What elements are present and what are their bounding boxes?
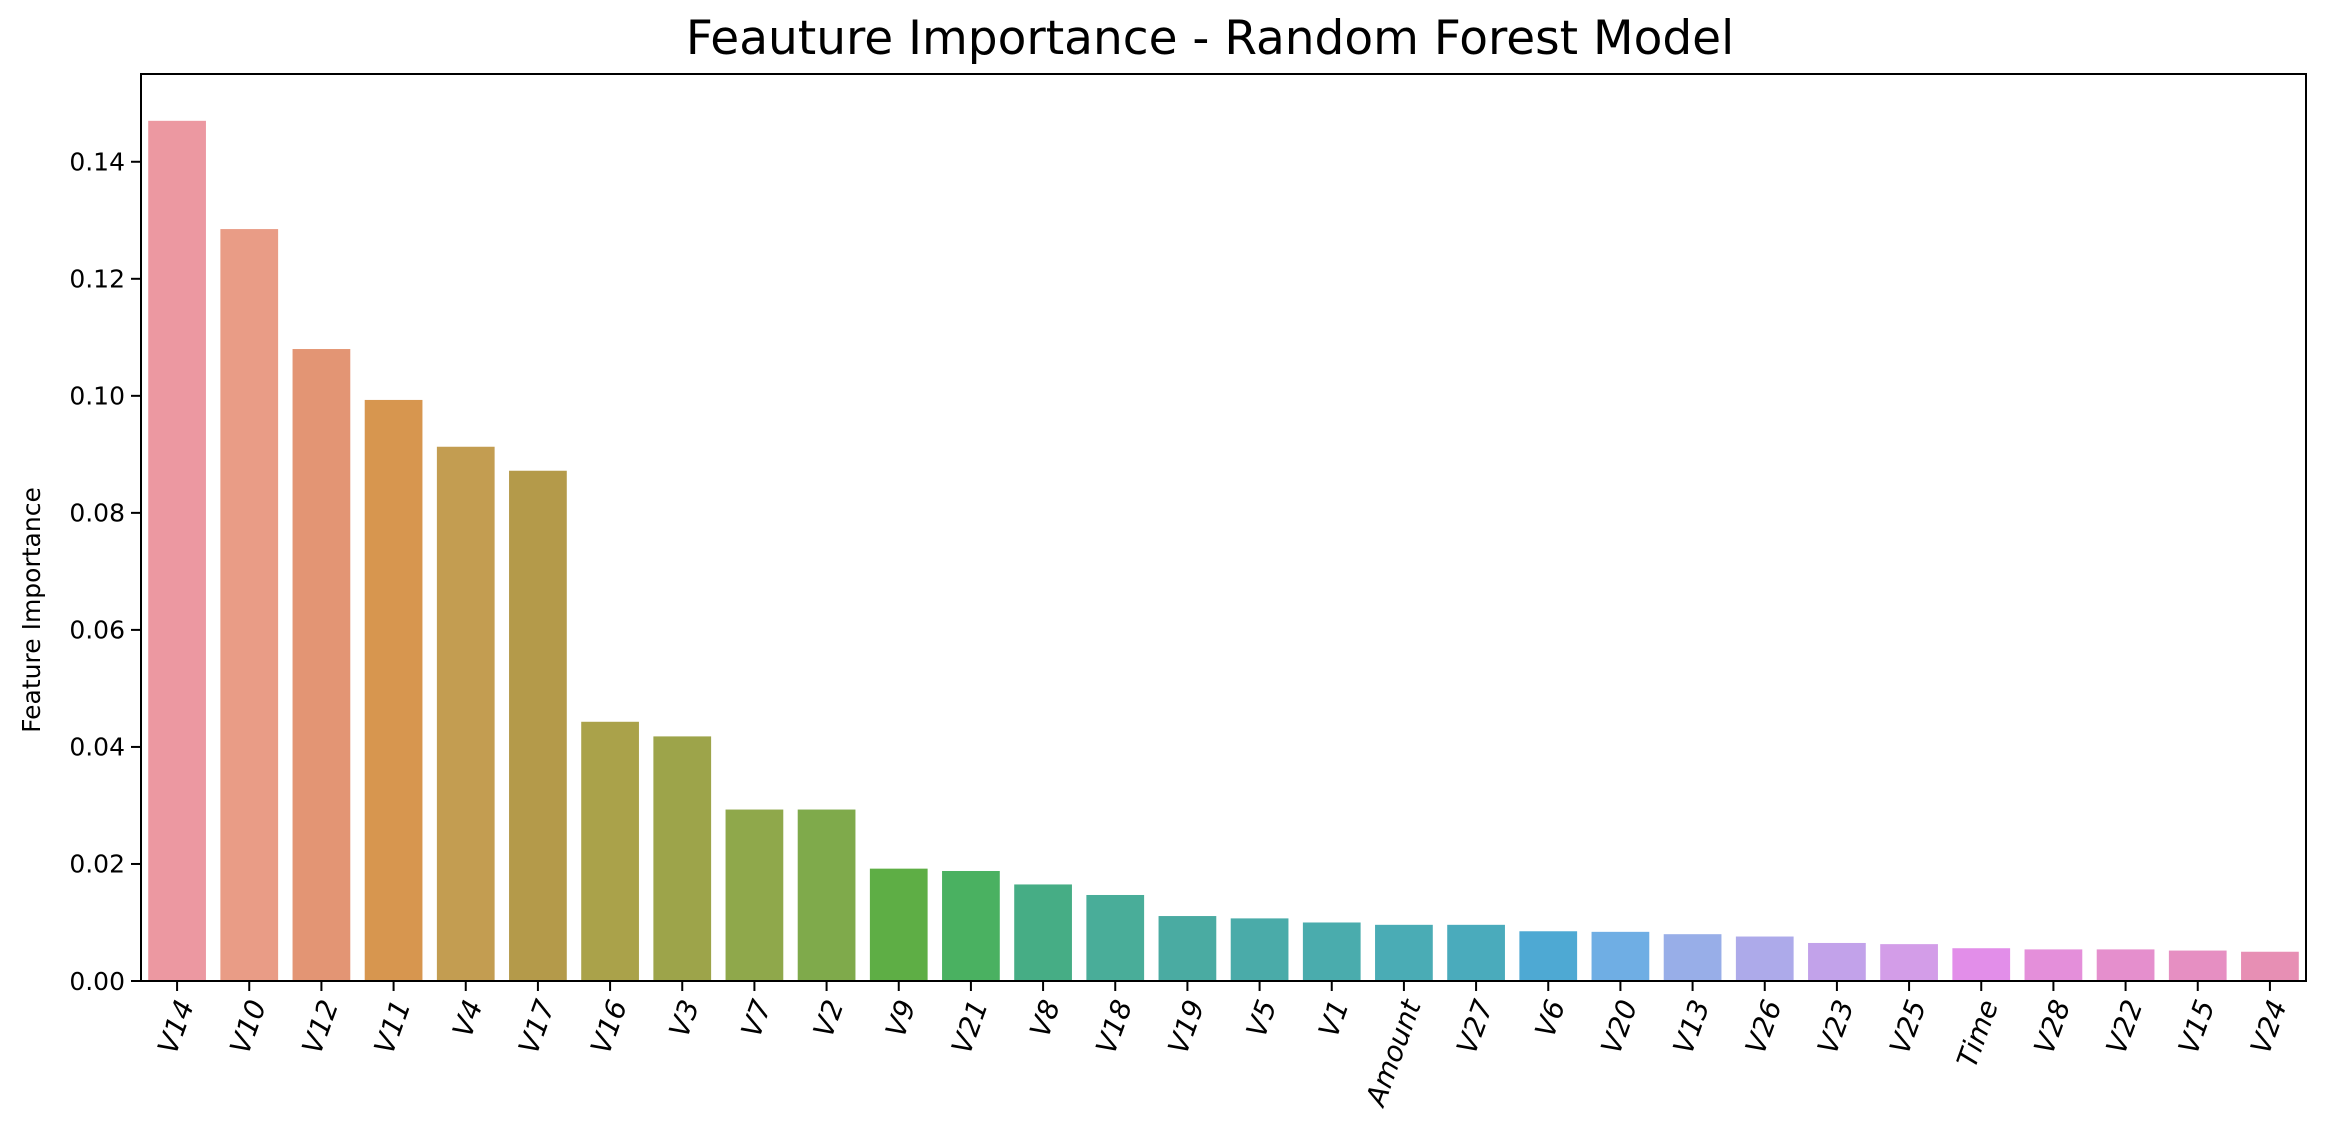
y-tick-label: 0.10 [69, 382, 125, 411]
x-tick-label: V27 [1450, 995, 1500, 1058]
x-tick-label: V4 [446, 995, 490, 1041]
x-tick-label: V9 [879, 995, 923, 1041]
y-axis: 0.00 0.02 0.04 0.06 0.08 0.10 0.12 0.14 [69, 148, 141, 996]
x-tick-label: Amount [1358, 994, 1428, 1112]
x-tick-label: V14 [151, 995, 201, 1058]
x-tick-label: V23 [1811, 995, 1861, 1058]
bar-v13 [1663, 934, 1722, 981]
bar-v23 [1808, 942, 1866, 981]
bar-v27 [1447, 924, 1505, 981]
bar-v15 [2168, 950, 2227, 981]
bar-v14 [148, 120, 206, 981]
bar-v18 [1086, 894, 1145, 981]
x-tick-label: Time [1950, 995, 2005, 1071]
bar-v1 [1302, 922, 1361, 981]
x-tick-label: V17 [512, 995, 562, 1058]
x-tick-label: V20 [1594, 995, 1644, 1058]
bar-v9 [869, 868, 928, 981]
x-tick-label: V1 [1312, 995, 1356, 1041]
y-tick-label: 0.06 [69, 616, 125, 645]
x-tick-label: V11 [368, 995, 418, 1058]
bar-v17 [509, 470, 567, 981]
x-tick-label: V3 [662, 995, 706, 1041]
bar-v8 [1014, 884, 1072, 981]
bar-v25 [1880, 944, 1938, 981]
bar-v4 [436, 446, 495, 981]
bar-v6 [1519, 931, 1578, 981]
x-tick-label: V21 [945, 995, 995, 1058]
bar-v24 [2241, 951, 2299, 981]
plot-frame [140, 73, 2307, 982]
bar-v26 [1735, 936, 1794, 981]
bar-v28 [2024, 949, 2083, 981]
x-tick-label: V15 [2172, 995, 2222, 1058]
chart-title: Feauture Importance - Random Forest Mode… [686, 11, 1734, 66]
y-tick-label: 0.02 [69, 850, 125, 879]
x-tick-label: V10 [223, 995, 273, 1058]
x-tick-label: V7 [735, 995, 779, 1041]
x-tick-label: V26 [1739, 995, 1789, 1058]
x-tick-label: V25 [1883, 995, 1933, 1058]
bar-v21 [942, 870, 1000, 981]
y-tick-label: 0.12 [69, 265, 125, 294]
bar-v16 [581, 721, 639, 981]
bar-time [1952, 948, 2011, 981]
bar-v22 [2096, 949, 2155, 981]
bar-v3 [653, 736, 712, 981]
bar-amount [1375, 924, 1433, 981]
x-tick-label: V24 [2244, 995, 2294, 1058]
x-tick-label: V28 [2027, 995, 2077, 1058]
x-tick-label: V5 [1240, 995, 1284, 1041]
bar-v10 [220, 229, 279, 981]
bar-v19 [1158, 916, 1217, 981]
x-tick-label: V12 [295, 995, 345, 1058]
bar-v5 [1230, 918, 1289, 981]
bar-v12 [292, 349, 351, 981]
x-axis: V14 V10 V12 V11 V4 V17 V16 V3 V7 V2 V9 V21 V8 V18 V19 V… [151, 981, 2294, 1112]
bar-v2 [797, 809, 856, 981]
y-tick-label: 0.00 [69, 967, 125, 996]
bar-v20 [1591, 931, 1650, 981]
y-axis-label: Feature Importance [17, 487, 46, 733]
x-tick-label: V22 [2100, 995, 2150, 1058]
y-tick-label: 0.04 [69, 733, 125, 762]
bar-v11 [364, 399, 423, 982]
x-tick-label: V13 [1667, 995, 1717, 1058]
bar-v7 [725, 809, 784, 981]
x-tick-label: V19 [1161, 995, 1211, 1058]
bars-group [148, 120, 2299, 982]
x-tick-label: V6 [1528, 995, 1572, 1041]
y-tick-label: 0.14 [69, 148, 125, 177]
x-tick-label: V8 [1023, 995, 1067, 1041]
y-tick-label: 0.08 [69, 499, 125, 528]
x-tick-label: V2 [807, 995, 851, 1041]
x-tick-label: V18 [1089, 995, 1139, 1058]
x-tick-label: V16 [584, 995, 634, 1058]
